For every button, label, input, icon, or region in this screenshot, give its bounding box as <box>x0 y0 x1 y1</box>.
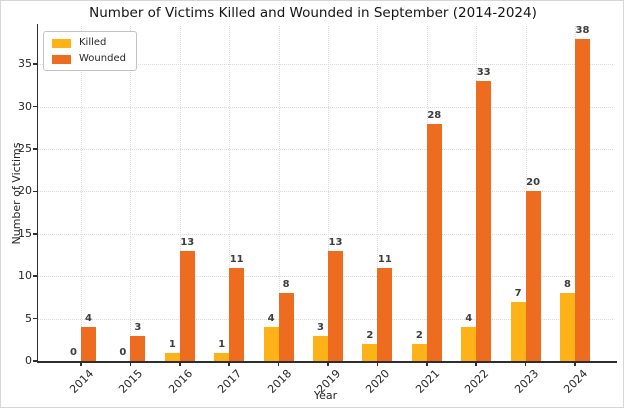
bar-wounded-2022 <box>476 81 492 361</box>
bar-wounded-2019 <box>328 250 343 361</box>
y-tick-label: 15 <box>18 226 32 240</box>
bar-killed-2017 <box>214 352 230 361</box>
y-axis-spine <box>36 24 38 361</box>
bar-value-label: 0 <box>119 347 127 358</box>
h-gridline <box>38 106 613 108</box>
y-tick-label: 5 <box>25 311 32 325</box>
bar-killed-2024 <box>560 293 575 361</box>
bar-value-label: 2 <box>415 330 423 342</box>
legend-label-wounded: Wounded <box>79 53 126 64</box>
h-gridline <box>38 64 613 66</box>
chart-title: Number of Victims Killed and Wounded in … <box>89 5 537 21</box>
y-tick <box>33 233 37 235</box>
bar-wounded-2024 <box>575 38 590 361</box>
bar-value-label: 20 <box>526 177 541 189</box>
h-gridline <box>38 318 613 320</box>
bar-value-label: 33 <box>476 67 491 79</box>
bar-wounded-2021 <box>426 123 442 361</box>
x-tick <box>179 362 181 366</box>
bar-killed-2021 <box>411 344 427 361</box>
bar-value-label: 28 <box>427 109 442 121</box>
h-gridline <box>38 148 613 150</box>
x-tick <box>426 362 428 366</box>
bar-wounded-2017 <box>229 267 245 361</box>
y-tick <box>33 317 37 320</box>
chart-legend: Killed Wounded <box>43 31 137 71</box>
y-tick-label: 0 <box>25 354 32 367</box>
y-tick <box>33 190 37 193</box>
bar-value-label: 13 <box>328 236 343 248</box>
legend-label-killed: Killed <box>79 37 107 48</box>
bar-wounded-2020 <box>377 267 393 361</box>
bar-value-label: 38 <box>575 24 590 36</box>
bar-value-label: 1 <box>218 338 226 350</box>
y-tick-label: 35 <box>18 57 32 71</box>
bar-value-label: 3 <box>317 321 324 333</box>
bar-value-label: 4 <box>267 313 275 325</box>
y-tick-label: 10 <box>18 269 32 283</box>
bar-value-label: 3 <box>134 321 142 333</box>
v-gridline <box>179 26 181 361</box>
bar-wounded-2016 <box>179 250 195 361</box>
killed-swatch-icon <box>52 38 71 48</box>
h-gridline <box>38 233 613 235</box>
v-gridline <box>81 26 82 361</box>
legend-item-killed: Killed <box>52 38 126 48</box>
v-gridline <box>377 26 379 361</box>
h-gridline <box>38 191 613 193</box>
x-axis-spine <box>36 361 617 363</box>
bar-killed-2023 <box>510 301 526 361</box>
bar-killed-2020 <box>362 344 378 361</box>
bar-value-label: 0 <box>70 347 77 358</box>
x-tick <box>376 362 379 366</box>
bar-value-label: 4 <box>465 313 473 325</box>
y-tick-label: 30 <box>18 99 32 113</box>
v-gridline <box>328 26 329 361</box>
x-tick <box>277 362 280 366</box>
y-tick <box>33 105 37 108</box>
bar-killed-2019 <box>313 335 328 361</box>
x-tick <box>524 362 527 366</box>
v-gridline <box>229 26 231 361</box>
h-gridline <box>38 276 613 278</box>
bar-value-label: 1 <box>168 338 176 350</box>
bar-value-label: 4 <box>85 313 92 325</box>
y-tick-label: 20 <box>18 184 32 198</box>
bar-value-label: 7 <box>514 287 522 299</box>
x-tick <box>574 362 576 366</box>
bar-killed-2016 <box>164 352 180 361</box>
y-tick <box>33 275 37 277</box>
bar-value-label: 8 <box>282 279 290 291</box>
bar-value-label: 11 <box>377 253 392 265</box>
bar-value-label: 11 <box>229 253 244 265</box>
bar-killed-2022 <box>461 327 477 361</box>
x-axis-title: Year <box>313 389 338 402</box>
y-tick <box>33 148 37 150</box>
bar-value-label: 8 <box>564 279 571 291</box>
y-tick <box>33 63 37 65</box>
y-tick <box>33 360 37 362</box>
v-gridline <box>130 26 132 361</box>
bar-killed-2018 <box>263 327 279 361</box>
v-gridline <box>278 26 280 361</box>
bar-value-label: 13 <box>180 236 195 248</box>
y-tick-label: 25 <box>18 141 32 155</box>
bar-value-label: 2 <box>366 330 374 342</box>
x-tick <box>327 362 329 366</box>
wounded-swatch-icon <box>52 54 71 64</box>
bar-wounded-2018 <box>278 293 294 361</box>
x-tick <box>129 362 132 366</box>
bar-wounded-2014 <box>81 327 96 361</box>
x-tick <box>475 362 477 366</box>
legend-item-wounded: Wounded <box>52 54 126 64</box>
x-tick <box>228 362 230 366</box>
bar-wounded-2023 <box>525 191 541 361</box>
x-tick <box>80 362 82 366</box>
bar-wounded-2015 <box>130 335 146 361</box>
